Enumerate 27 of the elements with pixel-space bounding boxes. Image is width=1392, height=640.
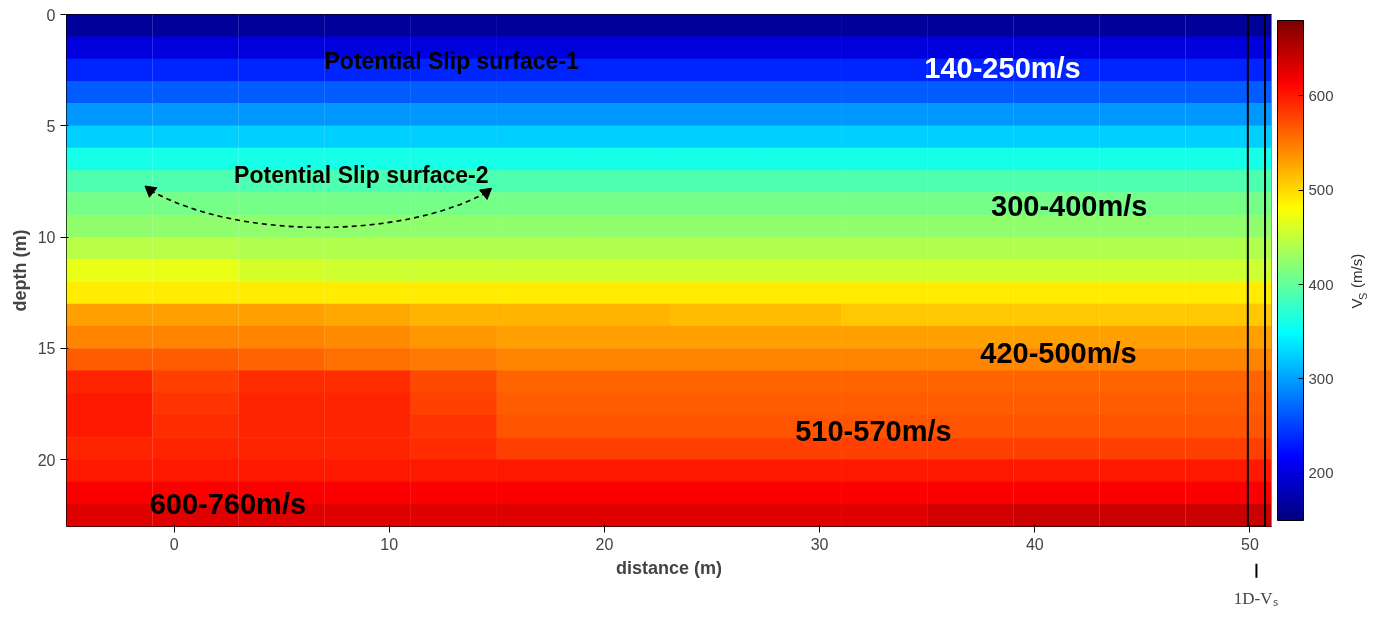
x-tick-label: 40 [1025, 535, 1044, 553]
color-bar-label: 500 [1308, 181, 1334, 199]
annotation: 300-400m/s [991, 189, 1148, 222]
y-axis-title: depth (m) [9, 229, 30, 312]
x-tick-label: 10 [380, 535, 399, 553]
color-bar-label: 300 [1308, 369, 1334, 387]
color-bar-label: 600 [1308, 86, 1334, 104]
y-tick-label: 15 [37, 340, 56, 358]
y-tick-label: 10 [37, 229, 56, 247]
x-tick-label: 30 [810, 535, 829, 553]
annotation: Potential Slip surface-1 [324, 48, 580, 75]
x-tick-label: 20 [595, 535, 614, 553]
annotation: 140-250m/s [924, 51, 1081, 84]
color-bar-label: 200 [1308, 464, 1334, 482]
y-tick-label: 5 [46, 117, 56, 135]
x-tick-label: 0 [169, 535, 179, 553]
x-tick-label: 50 [1241, 535, 1259, 553]
text: 1D-Vₛ [1233, 588, 1278, 608]
annotation: 510-570m/s [795, 414, 952, 447]
y-tick-label: 20 [37, 451, 56, 469]
annotation: 420-500m/s [980, 336, 1137, 369]
annotation: 600-760m/s [149, 488, 307, 521]
y-tick-label: 0 [46, 6, 56, 24]
annotation: Potential Slip surface-2 [234, 161, 489, 188]
color-bar-title: VS (m/s) [1347, 253, 1369, 309]
x-axis-title: distance (m) [615, 557, 723, 578]
color-bar-label: 400 [1308, 275, 1334, 293]
